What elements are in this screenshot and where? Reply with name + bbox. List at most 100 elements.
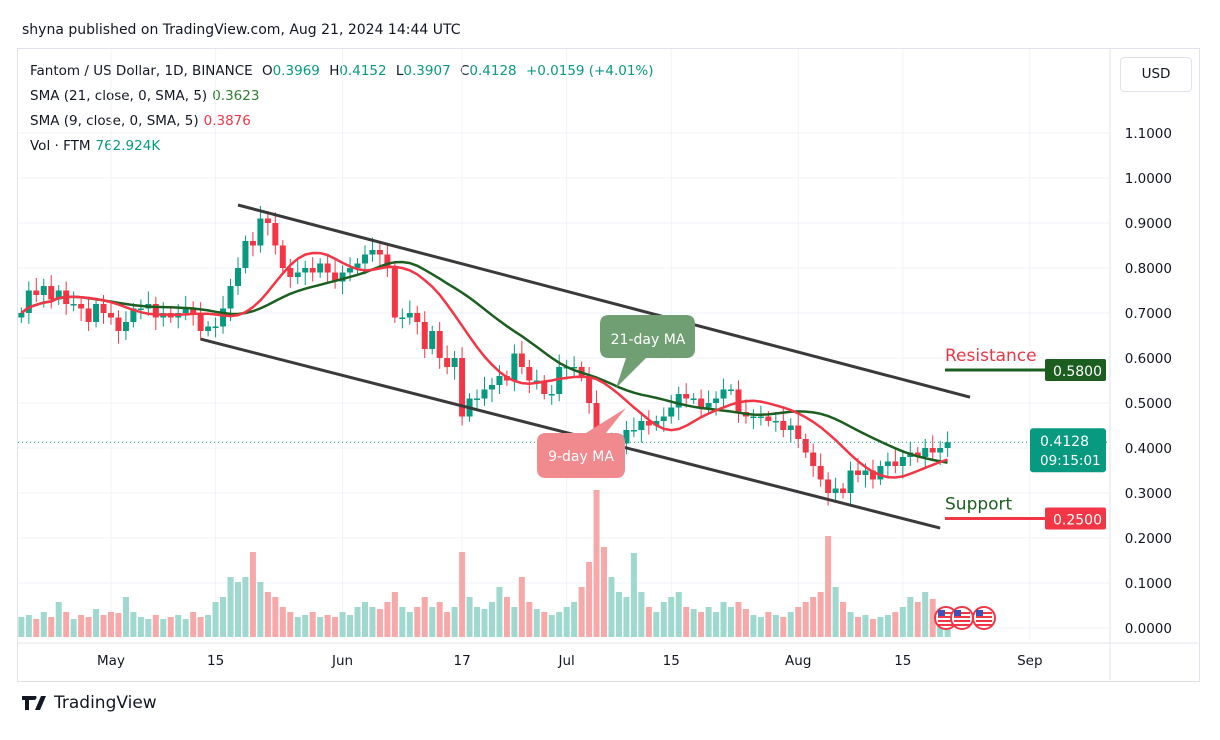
candle-body	[825, 479, 832, 493]
volume-bar	[339, 612, 346, 637]
sma21-label: SMA (21, close, 0, SMA, 5)	[30, 88, 208, 104]
x-tick-label: May	[97, 653, 125, 669]
y-tick-label: 0.8000	[1125, 261, 1172, 277]
volume-bar	[810, 597, 817, 637]
sma21-legend[interactable]: SMA (21, close, 0, SMA, 5) 0.3623	[30, 88, 264, 104]
volume-bar	[832, 587, 839, 637]
volume-bar	[264, 592, 271, 637]
candle-body	[302, 268, 309, 273]
volume-bar	[713, 612, 720, 637]
level-price-label: 0.5800	[1053, 364, 1102, 380]
candle-body	[122, 322, 129, 331]
volume-bar	[601, 547, 608, 637]
volume-bar	[100, 615, 107, 637]
candle-body	[668, 407, 675, 417]
o-label: O	[262, 63, 273, 79]
y-tick-label: 0.9000	[1125, 216, 1172, 232]
candle-body	[653, 421, 660, 426]
flag-stripe	[938, 612, 954, 614]
volume-bar	[332, 617, 339, 637]
candle-body	[892, 461, 899, 466]
x-tick-label: Sep	[1017, 653, 1042, 669]
candle-body	[944, 442, 951, 448]
l-label: L	[395, 63, 404, 79]
y-tick-label: 0.0000	[1125, 621, 1172, 637]
candle-body	[220, 308, 227, 327]
volume-bar	[660, 602, 667, 637]
candle-body	[869, 470, 876, 480]
candle-body	[414, 313, 421, 322]
volume-bar	[817, 592, 824, 637]
candle-body	[55, 290, 62, 300]
volume-bar	[735, 602, 742, 637]
tradingview-logo[interactable]: TradingView	[22, 693, 157, 713]
volume-bar	[459, 552, 466, 637]
level-price-badge	[1045, 507, 1106, 530]
volume-bar	[85, 617, 92, 637]
candle-body	[444, 358, 451, 367]
symbol-title[interactable]: Fantom / US Dollar, 1D, BINANCE	[30, 63, 253, 79]
volume-bar	[317, 617, 324, 637]
volume-bar	[152, 615, 159, 637]
y-tick-label: 0.6000	[1125, 351, 1172, 367]
volume-bar	[675, 592, 682, 637]
currency-button[interactable]: USD	[1120, 57, 1192, 92]
flag-canton	[938, 610, 945, 616]
flag-stripe	[938, 620, 954, 622]
candle-body	[772, 421, 779, 423]
candle-body	[728, 389, 735, 391]
volume-legend[interactable]: Vol · FTM 762.924K	[30, 138, 165, 154]
candle-body	[287, 268, 294, 277]
volume-bar	[847, 612, 854, 637]
candle-body	[339, 272, 346, 282]
c-label: C	[459, 63, 470, 79]
candle-body	[376, 250, 383, 255]
volume-bar	[474, 607, 481, 637]
candle-body	[137, 308, 144, 310]
candle-body	[630, 430, 637, 432]
change-value: +0.0159 (+4.01%)	[525, 63, 654, 79]
volume-bar	[376, 609, 383, 637]
volume-bar	[772, 615, 779, 637]
h-label: H	[329, 63, 340, 79]
candle-body	[332, 272, 339, 282]
candle-body	[33, 290, 40, 295]
candle-body	[227, 286, 234, 309]
candle-body	[85, 308, 92, 322]
candle-body	[802, 439, 809, 453]
candle-body	[40, 286, 47, 295]
candle-body	[361, 254, 368, 264]
candle-body	[929, 448, 936, 453]
candle-body	[324, 263, 331, 273]
candle-body	[115, 317, 122, 331]
volume-bar	[212, 602, 219, 637]
o-value: 0.3969	[272, 63, 320, 79]
us-event-flag-icon[interactable]	[950, 606, 974, 630]
candle-body	[645, 421, 652, 426]
volume-bar	[586, 562, 593, 637]
x-tick-label: 15	[663, 653, 680, 669]
candle-body	[70, 304, 77, 306]
volume-bar	[563, 607, 570, 637]
volume-bar	[414, 607, 421, 637]
volume-bar	[220, 597, 227, 637]
volume-bar	[705, 607, 712, 637]
us-event-flag-icon[interactable]	[972, 606, 996, 630]
candle-body	[190, 308, 197, 313]
annotation-9day-text: 9-day MA	[548, 449, 614, 465]
volume-bar	[825, 536, 832, 637]
volume-bar	[167, 617, 174, 637]
l-value: 0.3907	[403, 63, 451, 79]
volume-bar	[862, 615, 869, 637]
y-tick-label: 1.1000	[1125, 126, 1172, 142]
volume-bar	[571, 602, 578, 637]
candle-body	[810, 452, 817, 466]
volume-bar	[78, 615, 85, 637]
volume-bar	[765, 612, 772, 637]
volume-bar	[115, 613, 122, 637]
candle-body	[586, 376, 593, 403]
volume-bar	[698, 612, 705, 637]
volume-bar	[593, 490, 600, 637]
y-tick-label: 0.2000	[1125, 531, 1172, 547]
